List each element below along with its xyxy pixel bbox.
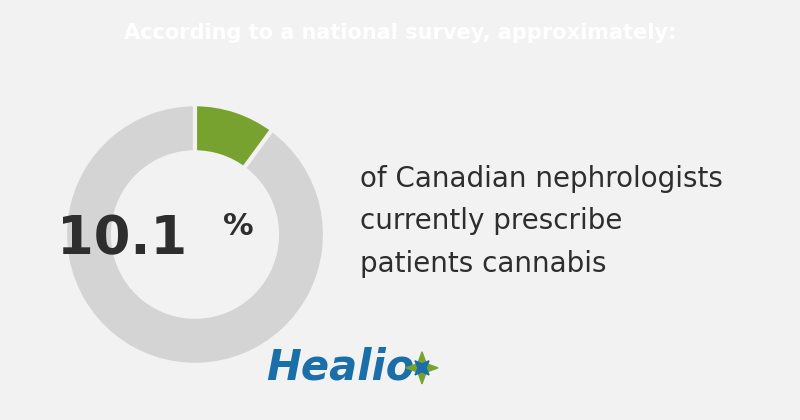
- Text: According to a national survey, approximately:: According to a national survey, approxim…: [124, 23, 676, 42]
- Polygon shape: [406, 352, 438, 384]
- Wedge shape: [65, 104, 325, 365]
- Polygon shape: [415, 361, 429, 375]
- Text: 10.1: 10.1: [57, 213, 187, 265]
- Text: patients cannabis: patients cannabis: [360, 249, 606, 278]
- Text: Healio: Healio: [266, 347, 414, 389]
- Text: %: %: [223, 212, 254, 241]
- Text: of Canadian nephrologists: of Canadian nephrologists: [360, 165, 723, 193]
- Text: currently prescribe: currently prescribe: [360, 207, 622, 236]
- Wedge shape: [195, 104, 272, 168]
